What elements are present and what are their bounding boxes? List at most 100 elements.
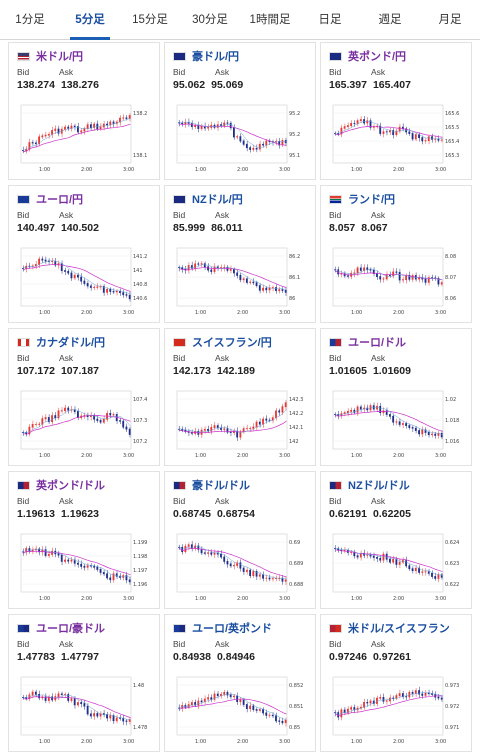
timeframe-tabs: 1分足 5分足 15分足 30分足 1時間足 日足 週足 月足 <box>0 0 480 40</box>
rate-card[interactable]: ユーロ/豪ドル Bid Ask 1.47783 1.47797 1.48 1.478 1:00… <box>8 614 160 752</box>
candle-body <box>278 720 281 722</box>
candle-body <box>265 287 268 291</box>
rate-card[interactable]: NZドル/円 Bid Ask 85.999 86.011 86.2 86.1 86 1:00 2:… <box>164 185 316 323</box>
candle-body <box>38 258 41 265</box>
currency-pair-link[interactable]: ユーロ/豪ドル <box>36 623 106 635</box>
candle-body <box>178 546 180 548</box>
candle-body <box>418 277 420 280</box>
currency-pair-link[interactable]: ユーロ/ドル <box>348 337 407 349</box>
currency-pair-link[interactable]: NZドル/円 <box>192 194 243 206</box>
currency-pair-link[interactable]: 豪ドル/ドル <box>192 480 251 492</box>
candle-body <box>252 705 255 710</box>
rate-card[interactable]: ユーロ/ドル Bid Ask 1.01605 1.01609 1.02 1.018 1.016… <box>320 328 472 466</box>
currency-pair-link[interactable]: NZドル/ドル <box>348 480 410 492</box>
currency-pair-link[interactable]: 米ドル/スイスフラン <box>348 623 450 635</box>
candle-body <box>122 575 125 578</box>
currency-pair-link[interactable]: ランド/円 <box>348 194 396 206</box>
currency-pair-link[interactable]: ユーロ/英ポンド <box>192 623 273 635</box>
candle-body <box>226 122 229 124</box>
rate-card[interactable]: 英ポンド/円 Bid Ask 165.397 165.407 165.6 165.5 165.… <box>320 42 472 180</box>
candlestick-chart[interactable]: 142.3 142.2 142.1 142 1:00 2:00 3:00 <box>173 387 309 461</box>
currency-pair-link[interactable]: ユーロ/円 <box>36 194 84 206</box>
short-moving-average-line <box>23 117 131 151</box>
card-header: NZドル/ドル <box>329 476 410 494</box>
candle-body <box>392 697 395 699</box>
candle-body <box>340 273 343 275</box>
candle-body <box>395 559 398 565</box>
y-tick-label: 165.5 <box>445 125 459 131</box>
rate-card[interactable]: 米ドル/スイスフラン Bid Ask 0.97246 0.97261 0.973 0.972… <box>320 614 472 752</box>
candle-body <box>22 268 24 269</box>
tab-1[interactable]: 5分足 <box>60 0 120 40</box>
candle-body <box>57 410 60 419</box>
candlestick-chart[interactable]: 138.2 138.1 1:00 2:00 3:00 <box>17 101 153 175</box>
y-tick-label: 0.623 <box>445 561 459 567</box>
tab-7[interactable]: 月足 <box>438 14 462 26</box>
tab-4[interactable]: 1時間足 <box>249 14 291 26</box>
candlestick-chart[interactable]: 1.48 1.478 1:00 2:00 3:00 <box>17 673 153 747</box>
candle-body <box>34 264 37 267</box>
candlestick-chart[interactable]: 0.624 0.623 0.622 1:00 2:00 3:00 <box>329 530 465 604</box>
candle-body <box>414 690 417 694</box>
tab-3[interactable]: 30分足 <box>192 14 228 26</box>
tab-2[interactable]: 15分足 <box>132 14 168 26</box>
currency-pair-link[interactable]: スイスフラン/円 <box>192 337 272 349</box>
card-header: ユーロ/ドル <box>329 333 406 351</box>
candle-body <box>284 719 287 724</box>
rate-card[interactable]: カナダドル/円 Bid Ask 107.172 107.187 107.4 107.3 107… <box>8 328 160 466</box>
candlestick-chart[interactable]: 0.69 0.689 0.688 1:00 2:00 3:00 <box>173 530 309 604</box>
price-values: 85.999 86.011 <box>173 222 243 234</box>
tab-0[interactable]: 1分足 <box>15 14 45 26</box>
rate-card[interactable]: ランド/円 Bid Ask 8.057 8.067 8.08 8.07 8.06 1:00 2:0… <box>320 185 472 323</box>
candle-body <box>194 125 197 128</box>
currency-pair-link[interactable]: 豪ドル/円 <box>192 51 240 63</box>
y-tick-label: 0.69 <box>289 540 300 546</box>
candlestick-chart[interactable]: 107.4 107.3 107.2 1:00 2:00 3:00 <box>17 387 153 461</box>
rate-card[interactable]: 豪ドル/円 Bid Ask 95.062 95.069 95.2 95.2 95.1 1:00 2… <box>164 42 316 180</box>
candle-body <box>67 126 70 129</box>
x-tick-label: 3:00 <box>123 453 134 459</box>
candle-body <box>34 424 37 425</box>
candle-body <box>411 133 414 140</box>
rate-card[interactable]: スイスフラン/円 Bid Ask 142.173 142.189 142.3 142.2 14… <box>164 328 316 466</box>
candle-body <box>255 709 258 711</box>
currency-pair-link[interactable]: カナダドル/円 <box>36 337 106 349</box>
candle-body <box>281 289 284 291</box>
currency-pair-link[interactable]: 米ドル/円 <box>36 51 84 63</box>
candle-body <box>28 265 31 267</box>
candlestick-chart[interactable]: 86.2 86.1 86 1:00 2:00 3:00 <box>173 244 309 318</box>
candle-body <box>83 280 86 284</box>
candle-body <box>265 140 268 146</box>
candle-body <box>28 426 31 435</box>
flag-icon <box>173 480 186 490</box>
candle-body <box>398 561 401 565</box>
candlestick-chart[interactable]: 141.2 141 140.8 140.6 1:00 2:00 3:00 <box>17 244 153 318</box>
currency-pair-link[interactable]: 英ポンド/円 <box>348 51 407 63</box>
rate-card[interactable]: 米ドル/円 Bid Ask 138.274 138.276 138.2 138.1 1:00 2… <box>8 42 160 180</box>
currency-pair-link[interactable]: 英ポンド/ドル <box>36 480 106 492</box>
candlestick-chart[interactable]: 0.973 0.972 0.971 1:00 2:00 3:00 <box>329 673 465 747</box>
rate-card[interactable]: 英ポンド/ドル Bid Ask 1.19613 1.19623 1.199 1.198 1.1… <box>8 471 160 609</box>
candle-body <box>213 425 216 428</box>
candlestick-chart[interactable]: 0.852 0.851 0.85 1:00 2:00 3:00 <box>173 673 309 747</box>
flag-icon <box>329 51 342 61</box>
candlestick-chart[interactable]: 165.6 165.5 165.4 165.3 1:00 2:00 3:00 <box>329 101 465 175</box>
short-moving-average-line <box>23 694 131 720</box>
candlestick-chart[interactable]: 1.199 1.198 1.197 1.196 1:00 2:00 3:00 <box>17 530 153 604</box>
plot-frame <box>176 390 288 450</box>
candlestick-chart[interactable]: 1.02 1.018 1.016 1:00 2:00 3:00 <box>329 387 465 461</box>
candle-body <box>363 119 365 124</box>
rate-card[interactable]: ユーロ/英ポンド Bid Ask 0.84938 0.84946 0.852 0.851 0.… <box>164 614 316 752</box>
candle-body <box>363 407 365 410</box>
bid-price: 85.999 <box>173 222 206 234</box>
tab-5[interactable]: 日足 <box>318 14 342 26</box>
plot-frame <box>20 676 132 736</box>
rate-card[interactable]: 豪ドル/ドル Bid Ask 0.68745 0.68754 0.69 0.689 0.688… <box>164 471 316 609</box>
bid-price: 95.062 <box>173 79 206 91</box>
ask-label: Ask <box>215 639 230 649</box>
candlestick-chart[interactable]: 95.2 95.2 95.1 1:00 2:00 3:00 <box>173 101 309 175</box>
candlestick-chart[interactable]: 8.08 8.07 8.06 1:00 2:00 3:00 <box>329 244 465 318</box>
rate-card[interactable]: NZドル/ドル Bid Ask 0.62191 0.62205 0.624 0.623 0.6… <box>320 471 472 609</box>
rate-card[interactable]: ユーロ/円 Bid Ask 140.497 140.502 141.2 141 140.8 14… <box>8 185 160 323</box>
tab-6[interactable]: 週足 <box>378 14 402 26</box>
